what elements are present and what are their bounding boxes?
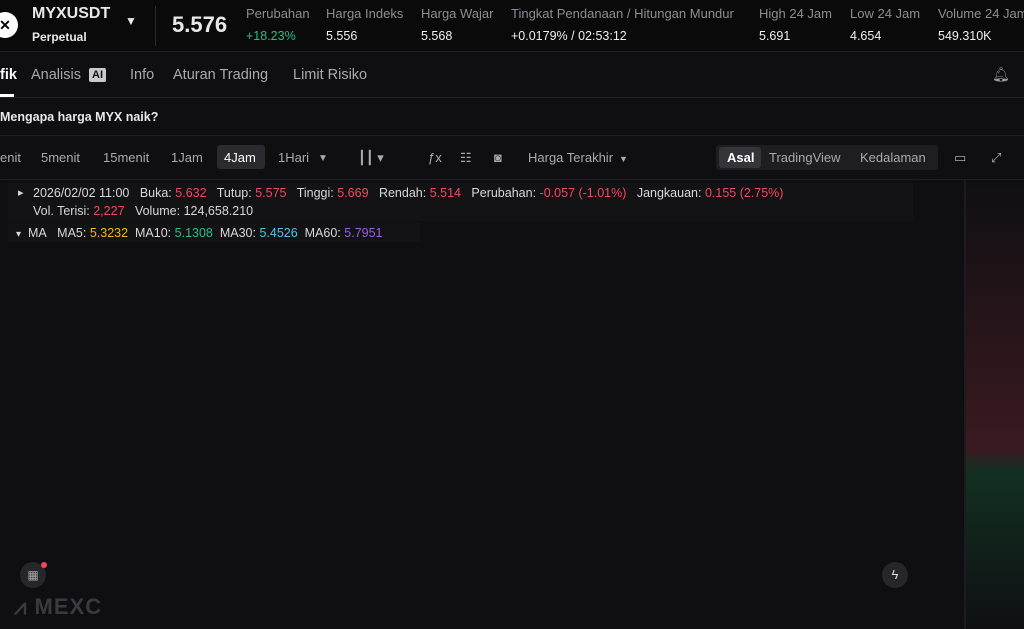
flash-button[interactable]: ϟ	[882, 562, 908, 588]
collapse[interactable]: ▾	[16, 229, 22, 240]
ma-panel	[8, 222, 420, 242]
stat-value: 5.556	[326, 29, 358, 43]
divider	[155, 6, 156, 46]
top-bar: ✕ MYXUSDT Perpetual ▼ 5.576 Perubahan +1…	[0, 0, 1024, 52]
watermark: ⩘ MEXC	[14, 594, 103, 619]
stat-label: Harga Wajar	[421, 6, 494, 21]
field-value: 2,227	[93, 204, 125, 218]
stat-value: 549.310K	[938, 29, 992, 43]
view[interactable]: Kedalaman	[860, 150, 926, 165]
field-label: Buka:	[139, 186, 172, 200]
stat-label: High 24 Jam	[759, 6, 832, 21]
field-label: Volume:	[134, 204, 181, 218]
stat-value: 5.691	[759, 29, 791, 43]
field-value: 5.632	[175, 186, 207, 200]
stat-value: +0.0179% / 02:53:12	[511, 29, 627, 43]
ma-name: MA60:	[304, 226, 341, 240]
field-label: Perubahan:	[471, 186, 537, 200]
tab[interactable]: Aturan Trading	[173, 67, 269, 83]
field-value: 5.514	[429, 186, 461, 200]
stat-value: 4.654	[850, 29, 882, 43]
ma-name: MA5:	[57, 226, 87, 240]
question-row	[0, 99, 1024, 136]
ohlc-info: 2026/02/02 11:00 Buka: 5.632 Tutup: 5.57…	[33, 186, 783, 200]
field-value: 5.669	[337, 186, 369, 200]
tab-badge: AI	[89, 68, 106, 82]
stat-label: Harga Indeks	[326, 6, 404, 21]
price-type[interactable]: Harga Terakhir	[528, 150, 614, 165]
stat-label: Tingkat Pendanaan / Hitungan Mundur	[511, 6, 734, 21]
interval[interactable]: 15menit	[103, 150, 150, 165]
indicator-icon[interactable]: ƒx	[428, 150, 442, 165]
field-value: -0.057 (-1.01%)	[539, 186, 627, 200]
field-label: Vol. Terisi:	[33, 204, 90, 218]
info-panel	[8, 183, 913, 221]
ma-name: MA30:	[219, 226, 256, 240]
field-label: Tinggi:	[296, 186, 334, 200]
ma-name: MA10:	[135, 226, 172, 240]
stat-label: Volume 24 Jam	[938, 6, 1024, 21]
collapse[interactable]: ▸	[18, 187, 24, 199]
watermark-text: MEXC	[34, 594, 103, 619]
camera-icon[interactable]: ◙	[494, 150, 502, 165]
fullscreen-icon[interactable]: ⤢	[991, 150, 1002, 165]
candle-icon[interactable]: ┃┃ ▾	[358, 150, 384, 165]
logo: ✕	[0, 12, 18, 38]
toolbar	[0, 137, 1024, 180]
chart	[964, 180, 1024, 629]
tab[interactable]: Info	[130, 67, 155, 83]
dropdown[interactable]: ▼	[125, 14, 137, 28]
volume-info: Vol. Terisi: 2,227 Volume: 124,658.210	[33, 204, 253, 218]
tab[interactable]: Analisis	[31, 67, 81, 83]
field-label: Rendah:	[378, 186, 427, 200]
stat-value: +18.23%	[246, 29, 296, 43]
ma-value: 5.3232	[89, 226, 129, 240]
bell-icon[interactable]: 🔔︎	[992, 66, 1010, 82]
date: 2026/02/02 11:00	[33, 186, 130, 200]
window-icon[interactable]: ▭	[954, 150, 967, 165]
field-value: 5.575	[255, 186, 287, 200]
interval[interactable]: 1Hari	[278, 150, 310, 165]
interval[interactable]: 1Jam	[171, 150, 203, 165]
tab[interactable]: Limit Risiko	[293, 67, 368, 83]
field-label: Tutup:	[216, 186, 252, 200]
layout-icon[interactable]: ☷	[460, 150, 472, 165]
ma-value: 5.1308	[174, 226, 213, 240]
interval-active-bg	[217, 145, 265, 169]
contract: Perpetual	[32, 30, 87, 44]
field-label: Jangkauan:	[636, 186, 702, 200]
tab-row	[0, 53, 1024, 98]
question[interactable]: Mengapa harga MYX naik?	[0, 110, 159, 124]
stat-label: Low 24 Jam	[850, 6, 921, 21]
price-axis-bg	[966, 180, 1024, 629]
tab-underline	[0, 94, 14, 97]
notification-dot	[41, 562, 47, 568]
dropdown[interactable]: ▼	[318, 153, 328, 164]
interval[interactable]: 5menit	[41, 150, 81, 165]
stat-label: Perubahan	[246, 6, 310, 21]
ma-value: 5.4526	[259, 226, 298, 240]
field-value: 0.155 (2.75%)	[704, 186, 784, 200]
tab[interactable]: fik	[0, 67, 17, 83]
stat-value: 5.568	[421, 29, 453, 43]
view[interactable]: TradingView	[769, 150, 841, 165]
price: 5.576	[172, 12, 228, 37]
ma-label: MA	[27, 226, 47, 240]
view-active-bg	[719, 147, 761, 168]
view[interactable]: Asal	[727, 150, 755, 165]
interval[interactable]: 4Jam	[224, 150, 256, 165]
symbol[interactable]: MYXUSDT	[32, 5, 111, 22]
ma-value: 5.7951	[344, 226, 383, 240]
interval[interactable]: enit	[0, 150, 21, 165]
field-value: 124,658.210	[183, 204, 254, 218]
ma-legend: ▾ MA MA5: 5.3232 MA10: 5.1308 MA30: 5.45…	[16, 226, 389, 240]
dropdown[interactable]: ▼	[619, 154, 628, 164]
